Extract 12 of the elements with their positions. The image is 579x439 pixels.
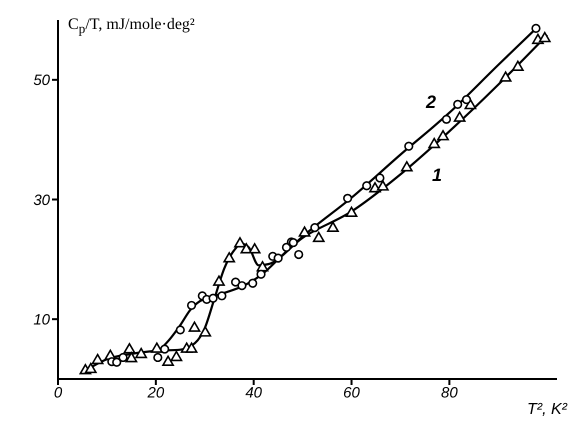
y-tick-label: 10 — [33, 311, 51, 328]
x-tick-label: 20 — [146, 384, 165, 402]
y-tick-label: 50 — [33, 72, 51, 90]
x-tick-label: 40 — [245, 384, 263, 402]
x-axis-title: T², K² — [525, 401, 569, 419]
y-tick-label: 30 — [33, 192, 51, 209]
x-tick-label: 60 — [343, 384, 361, 402]
x-tick-label: 0 — [54, 384, 63, 402]
x-tick-label: 80 — [441, 384, 458, 402]
annotation: 1 — [432, 165, 442, 185]
annotation: 2 — [426, 92, 436, 112]
y-axis-title: C$_{p}$/T, mJ/mole·deg² — [68, 16, 195, 38]
